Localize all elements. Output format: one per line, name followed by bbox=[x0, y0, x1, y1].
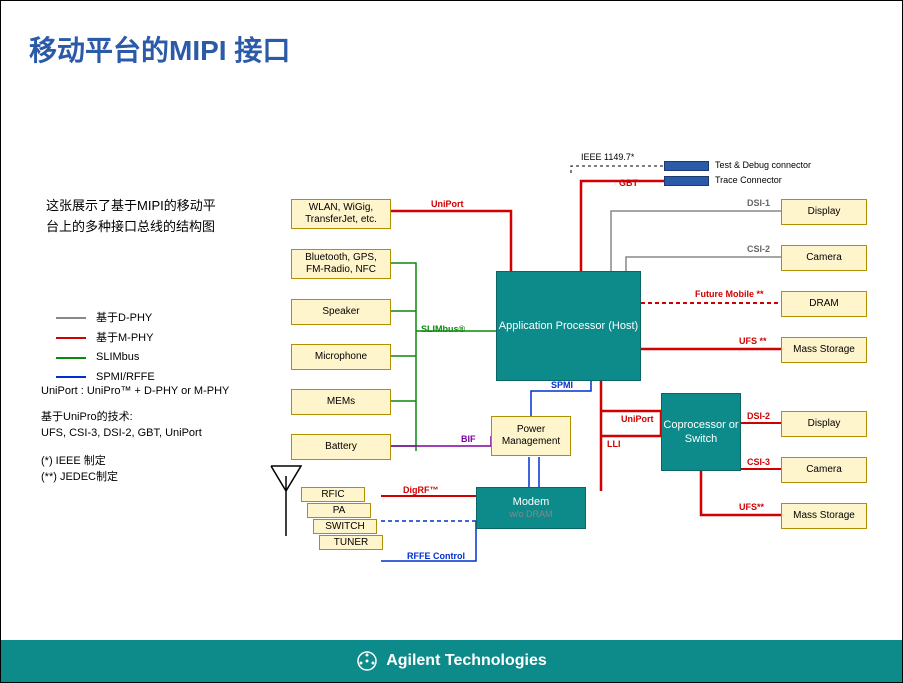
rf-tuner: TUNER bbox=[319, 535, 383, 550]
power-management-block: Power Management bbox=[491, 416, 571, 456]
note-ieee: (*) IEEE 制定 bbox=[41, 453, 106, 470]
footer-bar: Agilent Technologies bbox=[1, 640, 902, 682]
footer-text: Agilent Technologies bbox=[386, 652, 547, 670]
legend-item-mphy: 基于M-PHY bbox=[56, 329, 155, 348]
rf-pa: PA bbox=[307, 503, 371, 518]
box-mass-storage-2: Mass Storage bbox=[781, 503, 867, 529]
coprocessor-block: Coprocessor or Switch bbox=[661, 393, 741, 471]
box-mass-storage-1: Mass Storage bbox=[781, 337, 867, 363]
box-wlan: WLAN, WiGig, TransferJet, etc. bbox=[291, 199, 391, 229]
unipro-title: 基于UniPro的技术: bbox=[41, 409, 133, 426]
legend-item-slimbus: SLIMbus bbox=[56, 348, 155, 367]
rf-rfic: RFIC bbox=[301, 487, 365, 502]
trace-label: Trace Connector bbox=[715, 175, 782, 185]
lbl-csi3: CSI-3 bbox=[747, 457, 770, 467]
antenna-icon bbox=[266, 461, 306, 541]
slide-title: 移动平台的MIPI 接口 bbox=[29, 29, 290, 69]
note-jedec: (**) JEDEC制定 bbox=[41, 469, 118, 486]
uniport-def: UniPort : UniPro™ + D-PHY or M-PHY bbox=[41, 383, 229, 400]
app-processor-label: Application Processor (Host) bbox=[499, 319, 638, 333]
lbl-uniport-2: UniPort bbox=[621, 414, 654, 424]
lbl-lli: LLI bbox=[607, 439, 621, 449]
legend-label: SLIMbus bbox=[96, 348, 139, 367]
lbl-digrf: DigRF™ bbox=[403, 485, 439, 495]
lbl-dsi1: DSI-1 bbox=[747, 198, 770, 208]
lbl-csi2: CSI-2 bbox=[747, 244, 770, 254]
legend: 基于D-PHY 基于M-PHY SLIMbus SPMI/RFFE bbox=[56, 309, 155, 388]
legend-label: 基于D-PHY bbox=[96, 309, 152, 328]
box-display-2: Display bbox=[781, 411, 867, 437]
lbl-gbt: GBT bbox=[619, 178, 638, 188]
unipro-list: UFS, CSI-3, DSI-2, GBT, UniPort bbox=[41, 425, 202, 442]
legend-label: 基于M-PHY bbox=[96, 329, 153, 348]
agilent-logo-icon bbox=[356, 650, 378, 672]
test-debug-label: Test & Debug connector bbox=[715, 160, 811, 170]
lbl-spmi: SPMI bbox=[551, 380, 573, 390]
lbl-slimbus: SLIMbus® bbox=[421, 324, 465, 334]
coprocessor-label: Coprocessor or Switch bbox=[662, 418, 740, 447]
box-dram: DRAM bbox=[781, 291, 867, 317]
lbl-rffe: RFFE Control bbox=[407, 551, 465, 561]
lbl-ieee: IEEE 1149.7* bbox=[581, 152, 634, 162]
description-text: 这张展示了基于MIPI的移动平台上的多种接口总线的结构图 bbox=[46, 196, 226, 238]
modem-label-2: w/o DRAM bbox=[509, 509, 552, 521]
modem-block: Modem w/o DRAM bbox=[476, 487, 586, 529]
box-display-1: Display bbox=[781, 199, 867, 225]
box-camera-1: Camera bbox=[781, 245, 867, 271]
box-battery: Battery bbox=[291, 434, 391, 460]
lbl-ufs2: UFS** bbox=[739, 502, 764, 512]
lbl-bif: BIF bbox=[461, 434, 476, 444]
legend-item-dphy: 基于D-PHY bbox=[56, 309, 155, 328]
box-bluetooth: Bluetooth, GPS, FM-Radio, NFC bbox=[291, 249, 391, 279]
lbl-ufs1: UFS ** bbox=[739, 336, 767, 346]
lbl-future: Future Mobile ** bbox=[695, 289, 764, 299]
test-debug-connector-bar bbox=[664, 161, 709, 171]
lbl-dsi2: DSI-2 bbox=[747, 411, 770, 421]
app-processor-block: Application Processor (Host) bbox=[496, 271, 641, 381]
box-speaker: Speaker bbox=[291, 299, 391, 325]
box-camera-2: Camera bbox=[781, 457, 867, 483]
trace-connector-bar bbox=[664, 176, 709, 186]
box-mems: MEMs bbox=[291, 389, 391, 415]
diagram-area: Test & Debug connector Trace Connector W… bbox=[281, 161, 881, 601]
box-microphone: Microphone bbox=[291, 344, 391, 370]
rf-switch: SWITCH bbox=[313, 519, 377, 534]
lbl-uniport-1: UniPort bbox=[431, 199, 464, 209]
modem-label-1: Modem bbox=[513, 495, 550, 509]
